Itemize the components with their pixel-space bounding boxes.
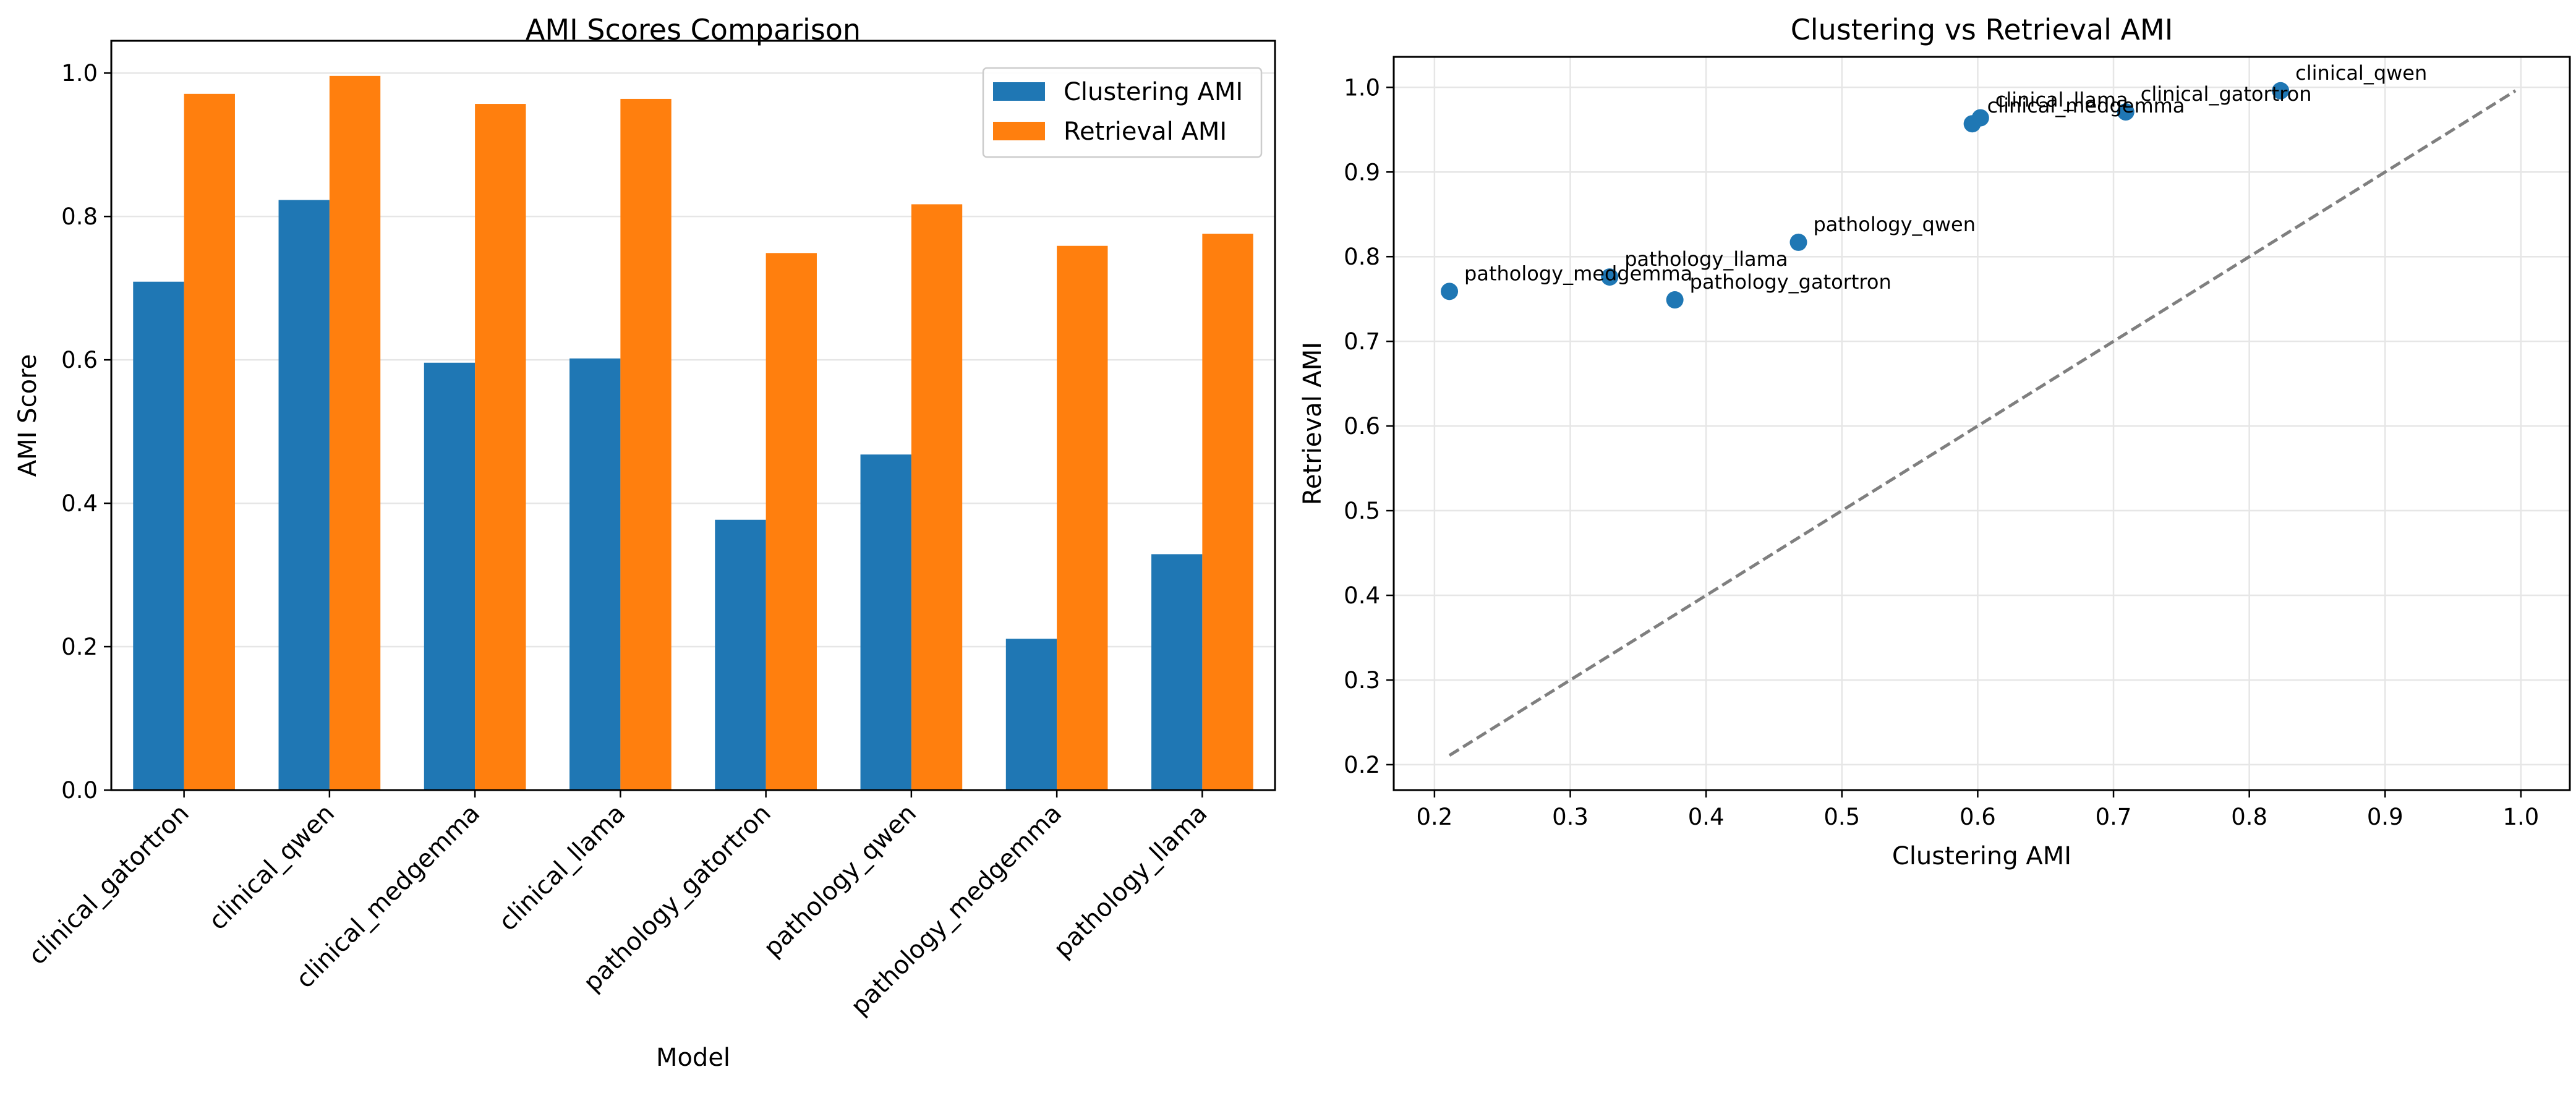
- clustering-bar: [278, 200, 330, 790]
- x-tick-label: pathology_qwen: [758, 799, 922, 963]
- clustering-bar: [133, 281, 184, 790]
- x-tick-label: 0.9: [2367, 804, 2403, 830]
- clustering-bar: [1151, 554, 1203, 790]
- legend-box: [982, 67, 1263, 158]
- retrieval-bar: [766, 253, 817, 790]
- retrieval-bar: [911, 204, 963, 790]
- retrieval-bar: [1202, 233, 1253, 790]
- point-label: pathology_gatortron: [1690, 270, 1891, 294]
- legend-swatch-clustering: [993, 82, 1045, 101]
- y-tick-label: 0.4: [61, 490, 98, 517]
- retrieval-bar: [1057, 245, 1108, 790]
- bar-chart-frame: [110, 40, 1276, 791]
- scatter-point: [2117, 103, 2135, 121]
- y-tick-label: 0.3: [1344, 667, 1380, 694]
- scatter-chart-gridlines: [1394, 57, 2570, 790]
- point-label: pathology_llama: [1624, 247, 1788, 271]
- bar-chart: 0.00.20.40.60.81.0 clinical_gatortron cli…: [14, 13, 1276, 1072]
- x-tick-label: pathology_llama: [1048, 799, 1213, 964]
- y-tick-label: 0.5: [1344, 498, 1380, 524]
- y-tick-label: 0.8: [61, 203, 98, 230]
- scatter-chart-title: Clustering vs Retrieval AMI: [1791, 13, 2173, 46]
- scatter-chart-y-axis-label: Retrieval AMI: [1299, 342, 1327, 505]
- bar-chart-title: AMI Scores Comparison: [526, 13, 861, 46]
- scatter-chart-x-ticks: 0.2 0.3 0.4 0.5 0.6 0.7 0.8 0.9 1.0: [1416, 790, 2539, 830]
- point-label: clinical_qwen: [2295, 61, 2427, 85]
- x-tick-label: 0.8: [2231, 804, 2267, 830]
- scatter-point: [1441, 283, 1459, 300]
- x-tick-label: 0.3: [1552, 804, 1589, 830]
- point-label: pathology_qwen: [1813, 213, 1976, 236]
- clustering-bar: [424, 362, 476, 790]
- clustering-bar: [715, 519, 766, 790]
- scatter-point: [1601, 268, 1619, 286]
- x-tick-label: clinical_llama: [493, 799, 631, 937]
- scatter-point: [1666, 291, 1684, 309]
- y-tick-label: 0.4: [1344, 582, 1380, 609]
- y-tick-label: 1.0: [61, 60, 98, 87]
- x-tick-label: 0.4: [1688, 804, 1725, 830]
- retrieval-bar: [184, 93, 235, 791]
- legend-label-retrieval: Retrieval AMI: [1064, 117, 1227, 146]
- clustering-bar: [569, 358, 621, 790]
- legend-swatch-retrieval: [993, 122, 1045, 140]
- y-tick-label: 0.8: [1344, 244, 1380, 270]
- retrieval-bar: [620, 98, 672, 791]
- x-tick-label: clinical_gatortron: [23, 799, 195, 971]
- y-tick-label: 0.0: [61, 777, 98, 804]
- bar-chart-bars: [133, 75, 1253, 791]
- y-tick-label: 0.9: [1344, 159, 1380, 185]
- x-tick-label: 0.7: [2096, 804, 2132, 830]
- reference-diagonal-line: [1448, 89, 2517, 757]
- y-tick-label: 0.6: [61, 347, 98, 373]
- bar-chart-legend: Clustering AMI Retrieval AMI: [982, 67, 1263, 158]
- scatter-points: [1441, 82, 2290, 309]
- y-tick-label: 0.7: [1344, 328, 1380, 355]
- x-tick-label: 1.0: [2503, 804, 2540, 830]
- bar-chart-x-axis-label: Model: [656, 1044, 730, 1072]
- y-tick-label: 0.6: [1344, 413, 1380, 440]
- point-label: pathology_medgemma: [1464, 262, 1692, 285]
- point-label: clinical_medgemma: [1987, 94, 2185, 117]
- scatter-chart-frame: [1392, 56, 2571, 791]
- scatter-point: [1971, 109, 1989, 127]
- y-tick-label: 0.2: [61, 634, 98, 660]
- clustering-bar: [1005, 639, 1057, 790]
- scatter-point: [2272, 82, 2290, 100]
- bar-chart-y-axis-label: AMI Score: [14, 354, 42, 477]
- bar-chart-x-ticks: clinical_gatortron clinical_qwen clinical_…: [23, 790, 1213, 1021]
- point-label: clinical_gatortron: [2141, 82, 2312, 106]
- legend-label-clustering: Clustering AMI: [1064, 78, 1243, 106]
- retrieval-bar: [475, 104, 526, 791]
- x-tick-label: 0.2: [1416, 804, 1452, 830]
- scatter-point: [1789, 233, 1807, 251]
- bar-chart-y-ticks: 0.0 0.2 0.4 0.6 0.8 1.0: [61, 60, 111, 804]
- y-tick-label: 1.0: [1344, 74, 1380, 101]
- x-tick-label: 0.5: [1823, 804, 1860, 830]
- clustering-bar: [860, 454, 911, 790]
- scatter-chart-x-axis-label: Clustering AMI: [1892, 842, 2071, 870]
- point-label: clinical_llama: [1995, 88, 2128, 112]
- x-tick-label: clinical_qwen: [203, 799, 340, 936]
- retrieval-bar: [329, 75, 381, 791]
- y-tick-label: 0.2: [1344, 752, 1380, 778]
- scatter-chart-y-ticks: 0.2 0.3 0.4 0.5 0.6 0.7 0.8 0.9 1.0: [1344, 74, 1394, 778]
- x-tick-label: 0.6: [1960, 804, 1996, 830]
